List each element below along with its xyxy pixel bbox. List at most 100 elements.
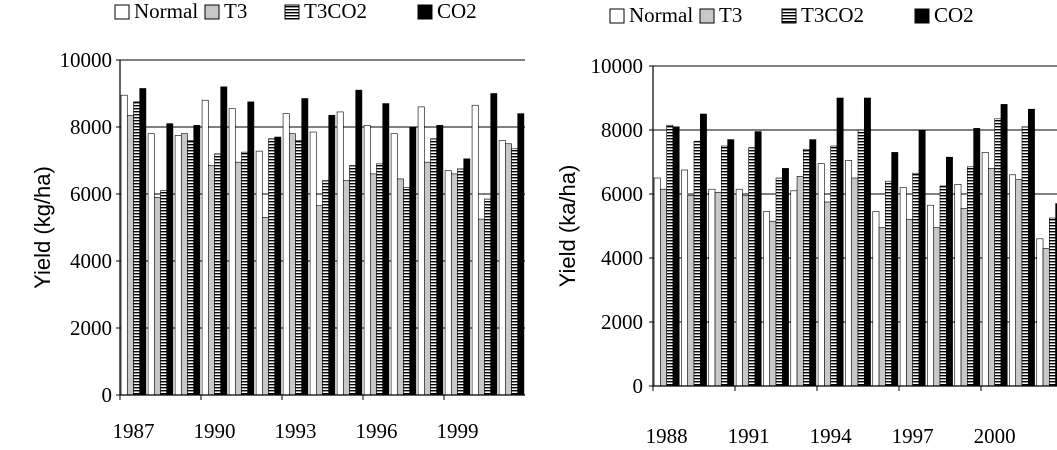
bar-t3-1996	[369, 173, 377, 396]
x-tick-label: 1994	[810, 424, 853, 448]
bar-co2-1999	[463, 158, 471, 396]
bar-t3co2-1999	[967, 166, 974, 387]
legend-item-co2: CO2	[417, 0, 477, 23]
bar-t3-1990	[714, 192, 722, 387]
bar-t3-1996	[878, 227, 886, 387]
bar-normal-1992	[255, 150, 263, 396]
bar-normal-1996	[872, 211, 880, 387]
bar-co2-1993	[301, 98, 309, 396]
bar-t3co2-1993	[295, 140, 303, 396]
bar-co2-1989	[193, 125, 201, 396]
bar-co2-2001	[1027, 108, 1035, 387]
bar-co2-1987	[139, 88, 147, 396]
legend-label-t3co2: T3CO2	[801, 3, 864, 27]
bar-t3co2-1992	[268, 138, 276, 396]
bar-t3co2-1987	[133, 101, 141, 396]
bar-co2-1998	[436, 125, 444, 396]
bar-co2-1994	[836, 97, 844, 387]
bar-t3-1997	[396, 178, 404, 396]
bar-normal-1991	[735, 188, 743, 387]
legend-swatch-t3	[204, 4, 220, 20]
bar-co2-2002	[1055, 203, 1057, 387]
y-tick-label: 2000	[70, 316, 112, 340]
legend-label-t3: T3	[224, 0, 247, 23]
legend-swatch-co2	[417, 4, 433, 20]
y-tick-label: 4000	[601, 246, 643, 270]
bar-normal-1990	[708, 188, 716, 387]
bar-t3-2002	[1042, 248, 1050, 387]
legend-swatch-normal	[609, 8, 625, 24]
bar-t3-1992	[261, 217, 269, 396]
bar-co2-1993	[809, 139, 817, 387]
x-tick-label: 1990	[194, 419, 236, 443]
bar-t3-1990	[207, 165, 215, 396]
x-tick-label: 1997	[892, 424, 934, 448]
bar-t3-1994	[315, 205, 323, 396]
legend-label-t3: T3	[719, 3, 742, 27]
x-tick-label: 1991	[728, 424, 770, 448]
bar-normal-1996	[363, 125, 371, 396]
bar-t3-1993	[796, 176, 804, 387]
bar-normal-1994	[817, 163, 825, 387]
x-tick-label: 1996	[356, 419, 398, 443]
bar-normal-1997	[390, 133, 398, 396]
bar-co2-1988	[672, 126, 680, 387]
y-tick-label: 10000	[591, 54, 644, 78]
bar-t3co2-1992	[775, 177, 783, 387]
bar-normal-1989	[174, 135, 182, 396]
x-tick-label: 1988	[646, 424, 688, 448]
bar-t3-2001	[504, 143, 512, 396]
bar-normal-1997	[899, 187, 907, 387]
bar-co2-1999	[973, 128, 981, 387]
bar-t3co2-1998	[939, 185, 947, 387]
bar-normal-1999	[444, 170, 452, 396]
bar-normal-1995	[845, 160, 853, 387]
bar-normal-2001	[1009, 174, 1017, 387]
x-tick-label: 2000	[974, 424, 1016, 448]
bar-normal-2002	[1036, 238, 1044, 387]
bar-t3co2-1997	[912, 172, 920, 387]
bar-t3co2-2000	[484, 198, 492, 396]
bar-t3co2-1991	[241, 151, 249, 396]
legend-item-normal: Normal	[609, 3, 693, 27]
y-tick-label: 8000	[601, 118, 643, 142]
x-tick-label: 1993	[275, 419, 317, 443]
legend-label-t3co2: T3CO2	[304, 0, 367, 23]
bar-t3-1989	[180, 133, 188, 396]
legend-item-t3: T3	[699, 3, 742, 27]
bar-t3co2-1994	[830, 145, 838, 387]
legend-swatch-normal	[114, 4, 130, 20]
x-tick-label: 1999	[437, 419, 479, 443]
bar-normal-1998	[417, 106, 425, 396]
bar-co2-1991	[247, 101, 255, 396]
bar-normal-1987	[120, 94, 128, 396]
legend-swatch-co2	[914, 8, 930, 24]
legend-label-co2: CO2	[934, 3, 974, 27]
bar-normal-1988	[147, 133, 155, 396]
bar-t3-1994	[824, 201, 831, 387]
legend-swatch-t3	[699, 8, 715, 24]
legend-item-t3co2: T3CO2	[781, 3, 864, 27]
bar-normal-2000	[471, 104, 479, 396]
legend-swatch-t3co2	[781, 8, 797, 24]
bar-co2-1990	[727, 139, 735, 387]
bar-t3-1988	[660, 188, 667, 387]
chart-right-yield-ka-ha: 0 2000 4000 6000 8000 10000 1988 1991 1994 1997 20…	[555, 3, 1057, 448]
bar-t3co2-1989	[693, 140, 701, 387]
legend-item-t3co2: T3CO2	[284, 0, 367, 23]
bar-t3-1991	[742, 195, 749, 387]
legend-swatch-t3co2	[284, 4, 300, 20]
bar-t3-1997	[906, 219, 913, 387]
legend-label-normal: Normal	[629, 3, 693, 27]
bar-normal-1992	[763, 211, 771, 387]
bar-t3co2-1995	[857, 129, 865, 387]
bar-co2-1995	[355, 89, 363, 396]
bar-co2-1995	[863, 97, 871, 387]
chart-left-yield-kg-ha: 0 2000 4000 6000 8000 10000 1987 1990 1993 1996 19…	[30, 0, 525, 443]
bar-co2-1989	[699, 113, 707, 387]
bar-co2-2001	[517, 113, 525, 396]
bar-t3co2-1994	[322, 180, 330, 396]
bar-t3co2-2002	[1049, 217, 1056, 387]
bar-normal-1991	[228, 108, 236, 396]
